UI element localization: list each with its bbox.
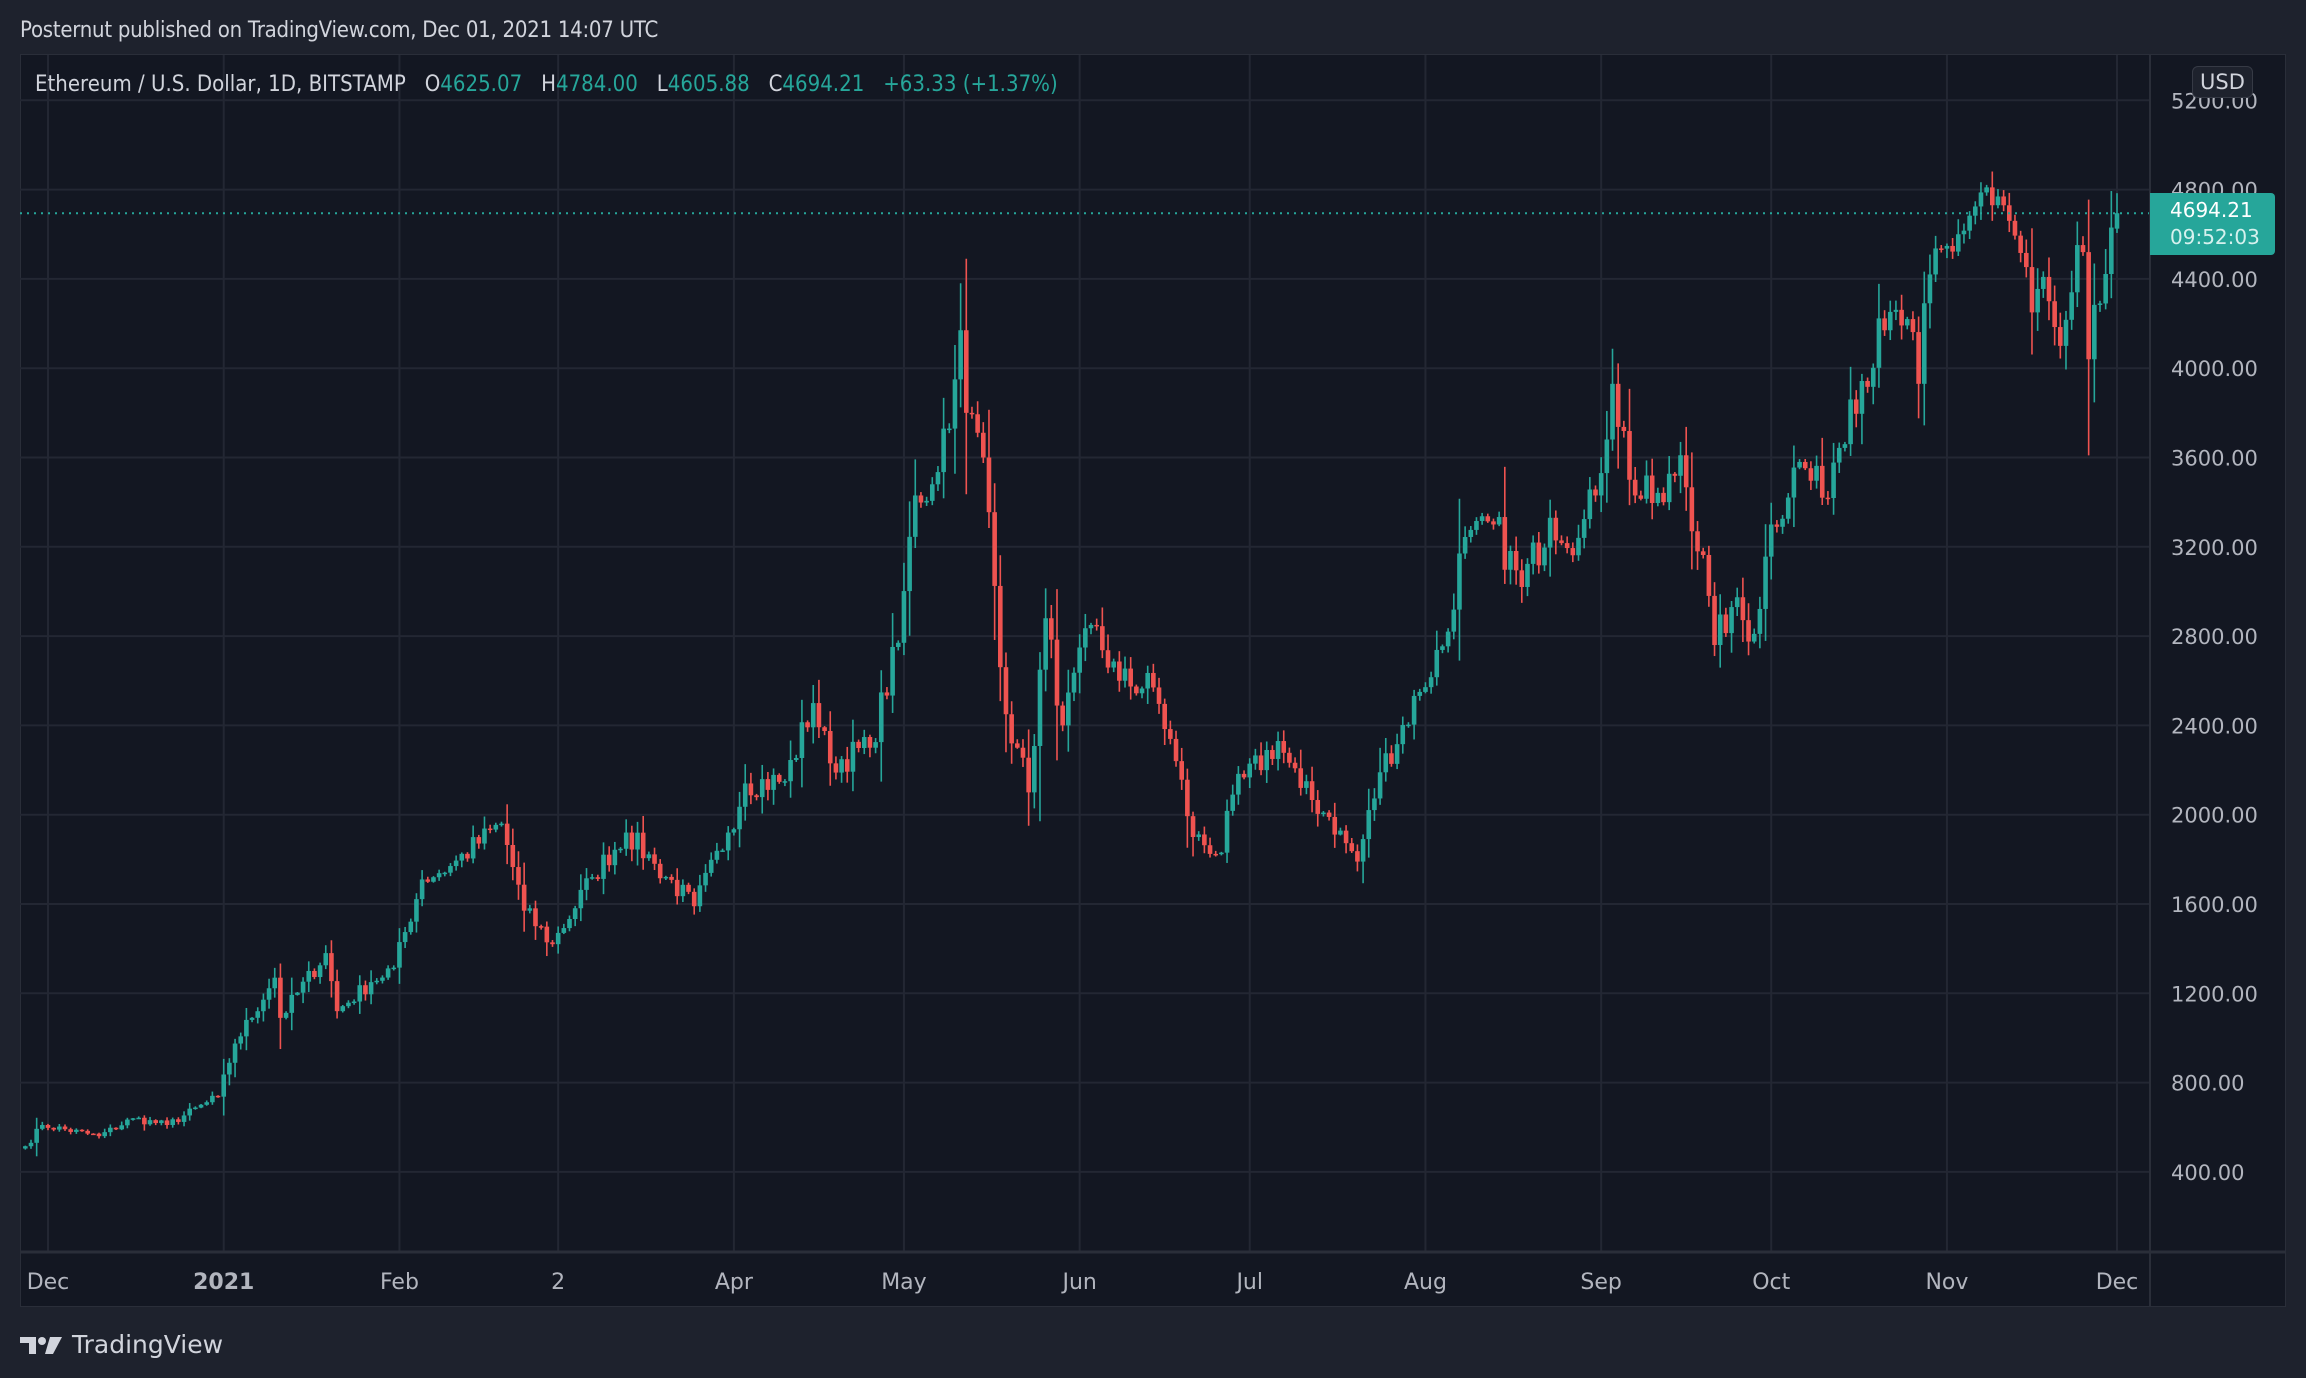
- svg-text:1200.00: 1200.00: [2171, 982, 2258, 1006]
- tradingview-logo[interactable]: TradingView: [20, 1330, 223, 1359]
- svg-text:2800.00: 2800.00: [2171, 625, 2258, 649]
- currency-button[interactable]: USD: [2192, 66, 2253, 98]
- low-label: L: [656, 72, 668, 97]
- svg-text:800.00: 800.00: [2171, 1072, 2244, 1096]
- high-value: 4784.00: [555, 72, 638, 97]
- change-value: +63.33 (+1.37%): [883, 72, 1058, 97]
- series-legend: Ethereum / U.S. Dollar, 1D, BITSTAMP O46…: [35, 72, 1070, 97]
- svg-text:1600.00: 1600.00: [2171, 893, 2258, 917]
- svg-text:Oct: Oct: [1752, 1270, 1790, 1295]
- low-value: 4605.88: [667, 72, 750, 97]
- svg-text:Aug: Aug: [1404, 1270, 1447, 1295]
- close-label: C: [768, 72, 783, 97]
- last-price-value: 4694.21: [2170, 198, 2253, 223]
- svg-text:2400.00: 2400.00: [2171, 714, 2258, 738]
- svg-text:Sep: Sep: [1580, 1270, 1621, 1295]
- svg-text:Apr: Apr: [715, 1270, 754, 1295]
- candle-series: [23, 171, 2120, 1157]
- svg-text:Jun: Jun: [1060, 1270, 1096, 1295]
- svg-text:2000.00: 2000.00: [2171, 804, 2258, 828]
- svg-text:Dec: Dec: [27, 1270, 70, 1295]
- svg-text:400.00: 400.00: [2171, 1161, 2244, 1185]
- svg-text:May: May: [881, 1270, 926, 1295]
- svg-text:Jul: Jul: [1234, 1270, 1263, 1295]
- svg-text:3600.00: 3600.00: [2171, 447, 2258, 471]
- svg-text:4400.00: 4400.00: [2171, 268, 2258, 292]
- published-byline: Posternut published on TradingView.com, …: [20, 18, 659, 43]
- symbol-title[interactable]: Ethereum / U.S. Dollar, 1D, BITSTAMP: [35, 72, 406, 97]
- svg-text:Nov: Nov: [1925, 1270, 1968, 1295]
- svg-text:2: 2: [551, 1270, 565, 1295]
- high-label: H: [541, 72, 556, 97]
- svg-text:2021: 2021: [193, 1270, 254, 1295]
- tradingview-logo-icon: [20, 1336, 62, 1354]
- close-value: 4694.21: [782, 72, 865, 97]
- svg-text:Feb: Feb: [380, 1270, 419, 1295]
- axes: 400.00 800.00 1200.00 1600.00 2000.00 2400.00…: [20, 55, 2286, 1307]
- svg-text:Dec: Dec: [2096, 1270, 2139, 1295]
- bar-countdown: 09:52:03: [2170, 225, 2260, 250]
- brand-name: TradingView: [72, 1330, 224, 1359]
- last-price-label: 4694.21 09:52:03: [2150, 193, 2275, 256]
- svg-text:3200.00: 3200.00: [2171, 536, 2258, 560]
- open-value: 4625.07: [440, 72, 523, 97]
- svg-text:4000.00: 4000.00: [2171, 357, 2258, 381]
- open-label: O: [424, 72, 441, 97]
